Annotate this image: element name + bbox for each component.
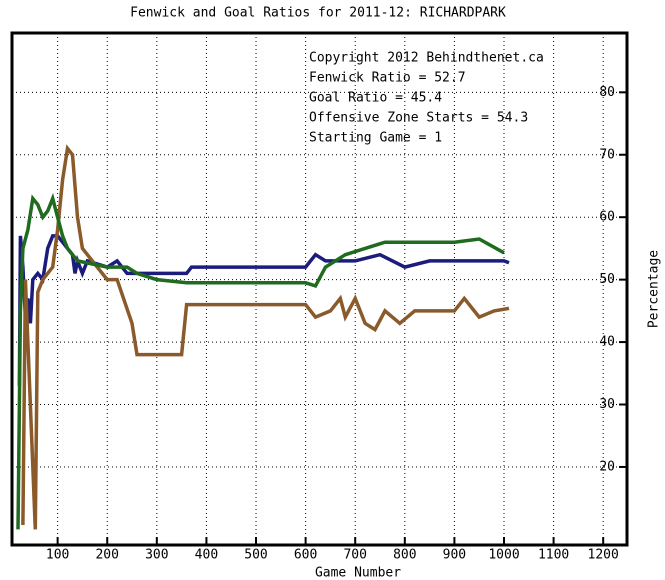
series-line [16,192,505,530]
x-tick-label: 100 [46,548,69,563]
legend-entry: Fenwick Ratio = 52.7 [309,71,466,86]
x-tick-label: 300 [145,548,168,563]
y-tick-label: 60 [599,210,615,225]
x-tick-label: 1000 [488,548,519,563]
series-line [17,234,510,386]
chart-title: Fenwick and Goal Ratios for 2011-12: RIC… [130,6,506,21]
series-line [21,144,510,530]
y-tick-label: 30 [599,397,615,412]
legend-entry: Offensive Zone Starts = 54.3 [309,111,528,126]
x-tick-label: 600 [294,548,317,563]
y-tick-label: 80 [599,85,615,100]
x-tick-label: 400 [195,548,218,563]
y-tick-label: 20 [599,459,615,474]
x-tick-label: 800 [393,548,416,563]
y-axis-label: Percentage [647,250,662,328]
x-tick-label: 1200 [588,548,619,563]
annotation: Starting Game = 1 [309,131,442,146]
y-tick-label: 40 [599,335,615,350]
x-axis-label: Game Number [315,566,401,580]
x-tick-label: 500 [244,548,267,563]
x-tick-label: 900 [443,548,466,563]
x-tick-label: 700 [343,548,366,563]
x-tick-label: 200 [95,548,118,563]
plot-frame [10,31,629,547]
y-tick-label: 50 [599,272,615,287]
legend-entry: Goal Ratio = 45.4 [309,91,442,106]
y-tick-label: 70 [599,147,615,162]
x-tick-label: 1100 [538,548,569,563]
annotation: Copyright 2012 Behindthenet.ca [309,51,544,66]
